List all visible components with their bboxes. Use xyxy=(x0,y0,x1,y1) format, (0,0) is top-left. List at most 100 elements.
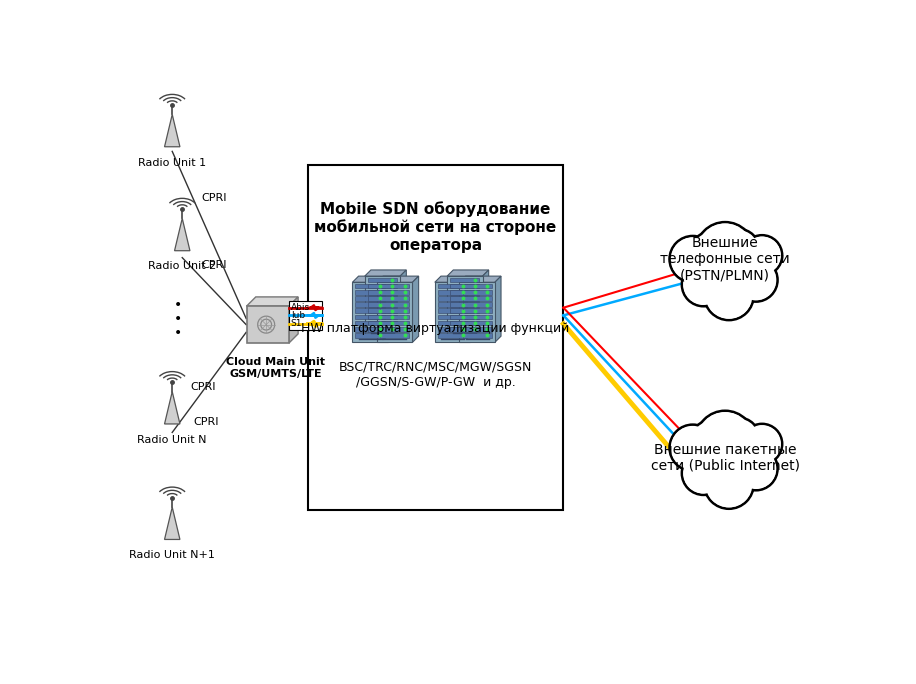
Text: Radio Unit N: Radio Unit N xyxy=(137,435,207,445)
Circle shape xyxy=(692,233,730,270)
FancyBboxPatch shape xyxy=(355,302,385,307)
FancyBboxPatch shape xyxy=(380,315,409,319)
Polygon shape xyxy=(289,297,298,343)
Text: Radio Unit 1: Radio Unit 1 xyxy=(138,157,206,168)
Circle shape xyxy=(743,425,781,463)
FancyBboxPatch shape xyxy=(380,308,409,313)
FancyBboxPatch shape xyxy=(368,296,397,301)
FancyBboxPatch shape xyxy=(438,296,467,301)
FancyBboxPatch shape xyxy=(438,290,467,295)
FancyBboxPatch shape xyxy=(368,290,397,295)
Circle shape xyxy=(671,237,714,281)
Text: Abis: Abis xyxy=(290,303,310,312)
Circle shape xyxy=(704,271,754,320)
Text: •: • xyxy=(174,326,182,340)
FancyBboxPatch shape xyxy=(463,296,492,301)
Polygon shape xyxy=(387,276,394,342)
FancyBboxPatch shape xyxy=(463,302,492,307)
FancyBboxPatch shape xyxy=(438,302,467,307)
FancyBboxPatch shape xyxy=(435,282,470,342)
FancyBboxPatch shape xyxy=(368,284,397,289)
Polygon shape xyxy=(460,276,501,282)
Circle shape xyxy=(736,448,776,489)
Polygon shape xyxy=(400,270,407,336)
FancyBboxPatch shape xyxy=(380,284,409,289)
FancyBboxPatch shape xyxy=(447,276,483,336)
FancyBboxPatch shape xyxy=(365,276,400,336)
Text: CPRI: CPRI xyxy=(194,417,219,427)
Text: CPRI: CPRI xyxy=(190,382,215,392)
FancyBboxPatch shape xyxy=(380,302,409,307)
FancyBboxPatch shape xyxy=(380,333,409,338)
FancyBboxPatch shape xyxy=(463,308,492,313)
Circle shape xyxy=(742,235,782,276)
Circle shape xyxy=(735,447,778,490)
Circle shape xyxy=(697,224,753,280)
FancyBboxPatch shape xyxy=(438,315,467,319)
FancyBboxPatch shape xyxy=(355,327,385,332)
FancyBboxPatch shape xyxy=(355,321,385,326)
FancyBboxPatch shape xyxy=(463,315,492,319)
Circle shape xyxy=(696,222,755,280)
FancyBboxPatch shape xyxy=(463,284,492,289)
FancyBboxPatch shape xyxy=(460,282,495,342)
Polygon shape xyxy=(470,276,476,342)
Circle shape xyxy=(720,231,758,268)
FancyBboxPatch shape xyxy=(368,327,397,332)
FancyBboxPatch shape xyxy=(355,333,385,338)
Polygon shape xyxy=(495,276,501,342)
FancyBboxPatch shape xyxy=(368,308,397,313)
FancyBboxPatch shape xyxy=(289,301,322,330)
Circle shape xyxy=(719,418,759,458)
Polygon shape xyxy=(483,270,489,336)
Text: Mobile SDN оборудование
мобильной сети на стороне
оператора: Mobile SDN оборудование мобильной сети н… xyxy=(314,201,557,252)
Circle shape xyxy=(692,421,730,459)
Polygon shape xyxy=(412,276,419,342)
FancyBboxPatch shape xyxy=(463,321,492,326)
Text: Внешние пакетные
сети (Public Internet): Внешние пакетные сети (Public Internet) xyxy=(650,443,800,473)
Polygon shape xyxy=(165,114,180,147)
FancyBboxPatch shape xyxy=(450,290,479,295)
Circle shape xyxy=(683,264,724,305)
Circle shape xyxy=(692,231,731,272)
Circle shape xyxy=(683,453,724,494)
Text: HW платформа виртуализации функций: HW платформа виртуализации функций xyxy=(301,322,570,335)
Text: •: • xyxy=(174,312,182,326)
Circle shape xyxy=(682,263,725,306)
FancyBboxPatch shape xyxy=(308,166,563,510)
Text: Iub: Iub xyxy=(290,311,305,320)
Circle shape xyxy=(692,420,731,460)
FancyBboxPatch shape xyxy=(463,290,492,295)
FancyBboxPatch shape xyxy=(463,327,492,332)
Text: Cloud Main Unit
GSM/UMTS/LTE: Cloud Main Unit GSM/UMTS/LTE xyxy=(226,357,325,378)
FancyBboxPatch shape xyxy=(368,278,397,282)
FancyBboxPatch shape xyxy=(450,321,479,326)
Polygon shape xyxy=(447,270,489,276)
Circle shape xyxy=(736,259,776,300)
FancyBboxPatch shape xyxy=(450,296,479,301)
FancyBboxPatch shape xyxy=(438,321,467,326)
Polygon shape xyxy=(165,507,180,540)
Text: S1: S1 xyxy=(290,319,302,328)
Polygon shape xyxy=(353,276,394,282)
FancyBboxPatch shape xyxy=(450,327,479,332)
FancyBboxPatch shape xyxy=(355,315,385,319)
FancyBboxPatch shape xyxy=(450,308,479,313)
FancyBboxPatch shape xyxy=(355,290,385,295)
FancyBboxPatch shape xyxy=(380,290,409,295)
Polygon shape xyxy=(365,270,407,276)
FancyBboxPatch shape xyxy=(438,308,467,313)
Circle shape xyxy=(682,451,725,495)
FancyBboxPatch shape xyxy=(355,284,385,289)
FancyBboxPatch shape xyxy=(438,327,467,332)
FancyBboxPatch shape xyxy=(353,282,387,342)
Circle shape xyxy=(697,412,753,469)
Circle shape xyxy=(705,272,752,319)
Circle shape xyxy=(671,426,714,470)
Polygon shape xyxy=(165,392,180,424)
FancyBboxPatch shape xyxy=(438,284,467,289)
Circle shape xyxy=(705,460,752,508)
Text: Radio Unit 2: Radio Unit 2 xyxy=(148,261,216,272)
Text: Внешние
телефонные сети
(PSTN/PLMN): Внешние телефонные сети (PSTN/PLMN) xyxy=(660,236,790,282)
FancyBboxPatch shape xyxy=(380,327,409,332)
